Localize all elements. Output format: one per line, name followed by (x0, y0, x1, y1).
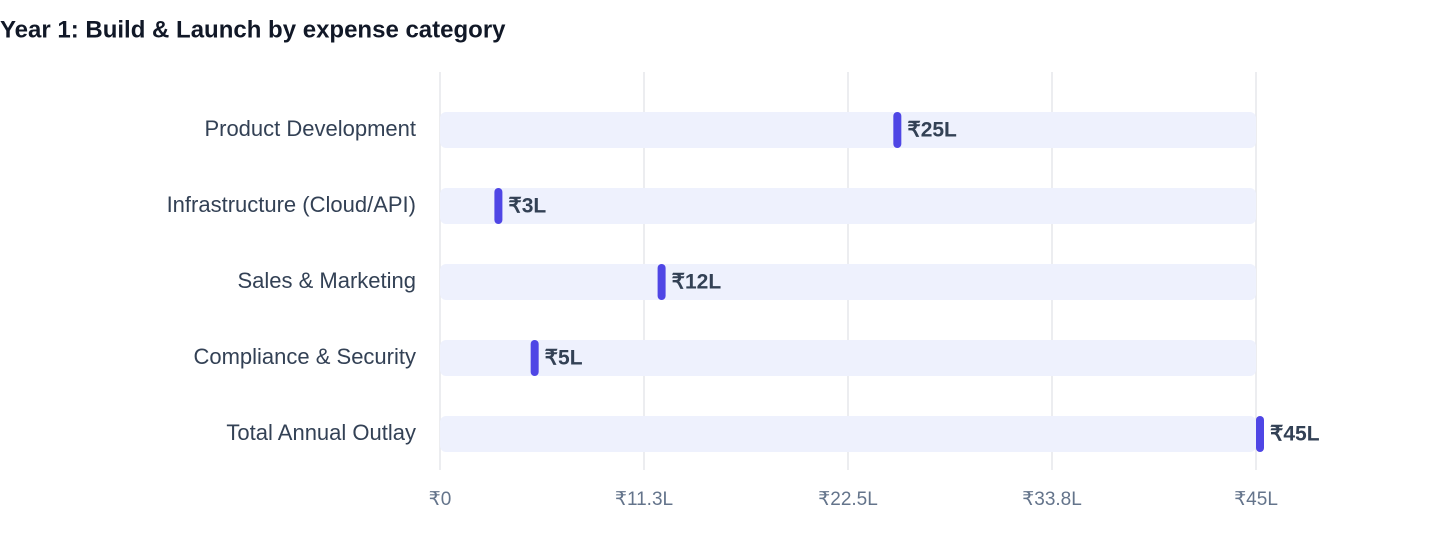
value-label: ₹5L (545, 347, 583, 370)
track (440, 416, 1256, 452)
track (440, 188, 1256, 224)
category-label: Total Annual Outlay (226, 420, 416, 445)
x-tick-label: ₹45L (1234, 489, 1278, 510)
category-label: Product Development (204, 116, 416, 141)
x-tick-label: ₹11.3L (615, 489, 673, 510)
marker (494, 188, 503, 224)
marker (657, 264, 666, 300)
track (440, 340, 1256, 376)
track (440, 264, 1256, 300)
chart-title: Year 1: Build & Launch by expense catego… (0, 16, 506, 43)
x-tick-label: ₹22.5L (818, 489, 878, 510)
x-tick-label: ₹0 (429, 489, 452, 510)
value-label: ₹3L (508, 195, 546, 218)
marker (1256, 416, 1264, 452)
value-label: ₹25L (907, 119, 957, 142)
category-label: Sales & Marketing (237, 268, 416, 293)
value-label: ₹12L (672, 271, 722, 294)
value-label: ₹45L (1270, 423, 1320, 446)
track (440, 112, 1256, 148)
category-label: Infrastructure (Cloud/API) (167, 192, 416, 217)
marker (893, 112, 902, 148)
x-tick-label: ₹33.8L (1022, 489, 1082, 510)
category-label: Compliance & Security (193, 344, 416, 369)
marker (530, 340, 539, 376)
